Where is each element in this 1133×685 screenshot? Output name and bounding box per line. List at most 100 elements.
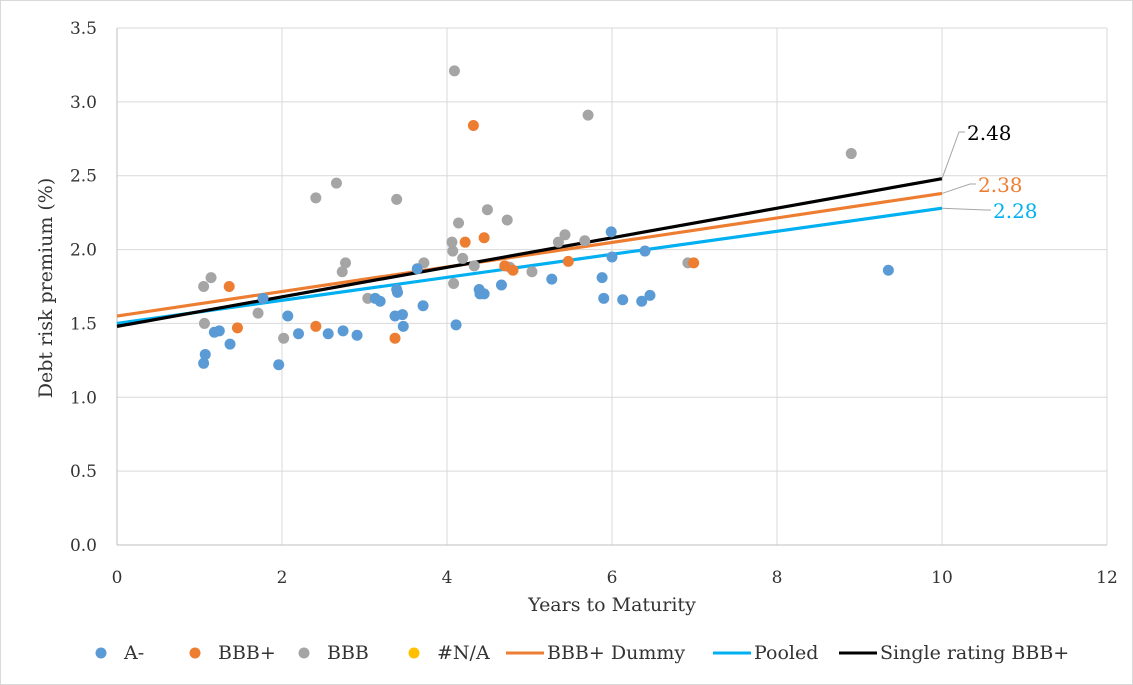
legend-marker bbox=[95, 647, 107, 659]
point-a- bbox=[417, 300, 429, 312]
legend-label: Pooled bbox=[754, 642, 818, 664]
y-tick-label: 0.5 bbox=[70, 462, 97, 482]
point-a- bbox=[351, 329, 363, 341]
x-tick-label: 6 bbox=[607, 568, 618, 588]
legend-label: BBB bbox=[327, 642, 369, 664]
trend-line-pooled bbox=[116, 206, 943, 326]
scatter-points bbox=[198, 65, 894, 371]
x-tick-label: 4 bbox=[442, 568, 453, 588]
x-tick-label: 12 bbox=[1096, 568, 1118, 588]
point-bbb- bbox=[499, 260, 511, 272]
point-a- bbox=[596, 272, 608, 284]
point-bbb bbox=[252, 307, 264, 319]
x-tick-label: 0 bbox=[112, 568, 123, 588]
point-bbb- bbox=[507, 264, 519, 276]
x-tick-label: 10 bbox=[931, 568, 953, 588]
point-a- bbox=[199, 348, 211, 360]
point-a- bbox=[605, 226, 617, 238]
legend-label: Single rating BBB+ bbox=[880, 642, 1069, 664]
point-a- bbox=[478, 288, 490, 300]
point-bbb bbox=[336, 266, 348, 278]
point-bbb bbox=[278, 332, 290, 344]
y-tick-label: 0.0 bbox=[70, 536, 97, 556]
point-bbb- bbox=[310, 320, 322, 332]
point-a- bbox=[374, 295, 386, 307]
y-tick-label: 3.0 bbox=[70, 93, 97, 113]
tick-labels: 0.0 0.5 1.0 1.5 2.0 2.5 3.0 3.5 0 2 4 6 8 10 12 bbox=[70, 19, 1118, 588]
point-bbb bbox=[552, 236, 564, 248]
point-a- bbox=[639, 245, 651, 257]
point-bbb- bbox=[223, 281, 235, 292]
point-bbb bbox=[501, 214, 513, 226]
x-tick-label: 8 bbox=[772, 568, 783, 588]
point-bbb bbox=[446, 236, 458, 248]
point-a- bbox=[636, 295, 648, 307]
point-a- bbox=[546, 273, 558, 285]
point-bbb bbox=[310, 192, 322, 204]
point-bbb bbox=[526, 266, 538, 278]
point-bbb- bbox=[467, 119, 479, 131]
point-a- bbox=[606, 251, 618, 263]
point-bbb bbox=[330, 177, 342, 189]
legend-label: A- bbox=[123, 642, 144, 664]
point-bbb- bbox=[231, 322, 243, 334]
gridlines bbox=[116, 27, 1108, 546]
point-a- bbox=[397, 320, 409, 332]
legend-marker bbox=[189, 647, 201, 659]
point-a- bbox=[617, 294, 629, 306]
y-tick-label: 3.5 bbox=[70, 19, 97, 39]
point-bbb bbox=[845, 148, 857, 160]
callout-label: 2.48 bbox=[967, 121, 1012, 145]
legend-marker bbox=[298, 647, 310, 659]
point-a- bbox=[198, 357, 210, 369]
point-bbb bbox=[582, 109, 594, 121]
point-bbb bbox=[198, 317, 210, 329]
point-bbb bbox=[481, 204, 493, 216]
legend: A- BBB+ BBB #N/A BBB+ Dummy Pooled Single rati… bbox=[95, 642, 1069, 664]
callout-label: 2.28 bbox=[993, 199, 1038, 223]
legend-label: BBB+ Dummy bbox=[547, 642, 685, 664]
point-bbb- bbox=[562, 255, 574, 267]
point-a- bbox=[282, 310, 294, 322]
point-bbb- bbox=[688, 257, 700, 269]
y-axis-title: Debt risk premium (%) bbox=[35, 178, 57, 399]
point-a- bbox=[224, 338, 236, 350]
y-tick-label: 2.5 bbox=[70, 167, 97, 187]
point-bbb bbox=[559, 229, 571, 241]
trend-line-single-rating-bbb- bbox=[116, 177, 943, 328]
point-bbb bbox=[453, 217, 465, 229]
trend-line-bbb-dummy bbox=[116, 191, 943, 318]
point-a- bbox=[392, 286, 403, 298]
point-bbb bbox=[447, 245, 459, 257]
point-a- bbox=[213, 325, 225, 337]
point-a- bbox=[495, 279, 507, 291]
point-a- bbox=[257, 292, 269, 304]
point-bbb bbox=[391, 193, 403, 205]
legend-label: BBB+ bbox=[218, 642, 276, 664]
y-tick-label: 1.0 bbox=[70, 388, 97, 408]
callout-leader bbox=[941, 183, 976, 194]
point-bbb bbox=[205, 272, 217, 284]
callouts: 2.48 2.382.28 bbox=[941, 121, 1038, 223]
point-a- bbox=[337, 325, 349, 337]
callout-leader bbox=[941, 131, 965, 179]
point-bbb bbox=[198, 281, 210, 292]
point-a- bbox=[322, 328, 334, 340]
point-bbb bbox=[340, 257, 352, 269]
point-bbb bbox=[579, 235, 591, 247]
point-bbb- bbox=[459, 236, 471, 248]
point-a- bbox=[273, 359, 285, 371]
point-a- bbox=[450, 319, 462, 331]
point-bbb bbox=[448, 278, 460, 290]
x-axis-title: Years to Maturity bbox=[527, 594, 696, 616]
point-bbb bbox=[468, 260, 480, 272]
point-bbb bbox=[457, 252, 469, 264]
callout-label: 2.38 bbox=[978, 173, 1023, 197]
point-a- bbox=[598, 292, 610, 304]
point-bbb bbox=[448, 65, 460, 77]
y-tick-label: 1.5 bbox=[70, 314, 97, 334]
y-tick-label: 2.0 bbox=[70, 241, 97, 261]
point-a- bbox=[411, 263, 423, 275]
